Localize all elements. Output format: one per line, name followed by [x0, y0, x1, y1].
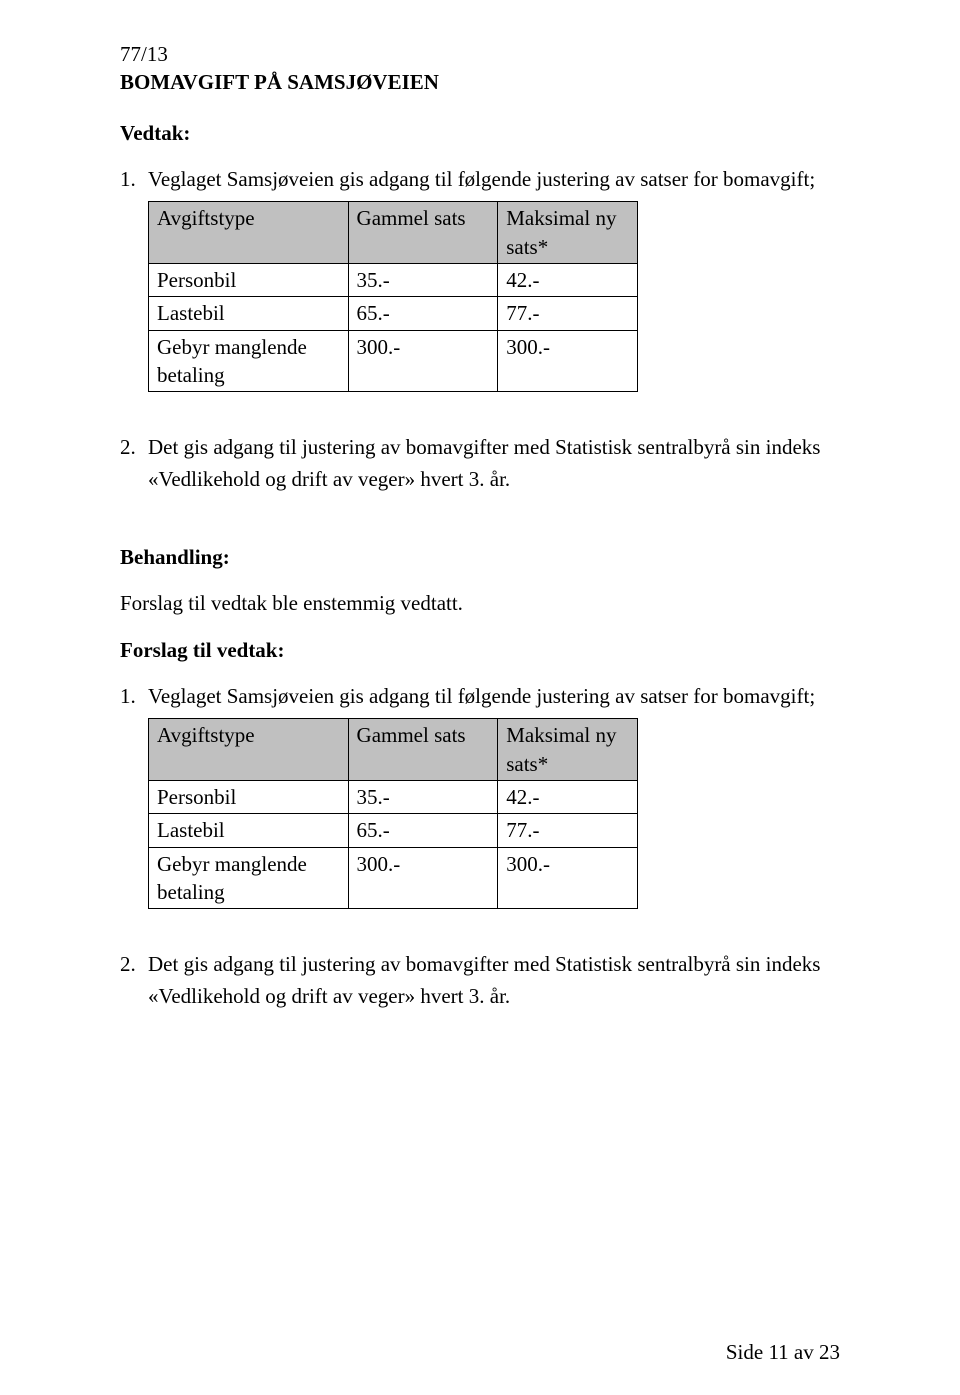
list-text: Det gis adgang til justering av bomavgif… — [148, 949, 840, 1012]
table-cell: Personbil — [149, 780, 349, 813]
cell-line: betaling — [157, 880, 225, 904]
table-cell: 300.- — [498, 330, 638, 392]
table-row: Lastebil 65.- 77.- — [149, 297, 638, 330]
list-text: Veglaget Samsjøveien gis adgang til følg… — [148, 681, 840, 713]
list-marker: 1. — [120, 164, 148, 196]
table-cell: 65.- — [348, 814, 498, 847]
cell-line: Gebyr manglende — [157, 335, 307, 359]
page-footer: Side 11 av 23 — [726, 1340, 840, 1365]
cell-line: Gebyr manglende — [157, 852, 307, 876]
list-text: Veglaget Samsjøveien gis adgang til følg… — [148, 164, 840, 196]
table-header-cell: Avgiftstype — [149, 719, 349, 781]
forslag-item-1: 1. Veglaget Samsjøveien gis adgang til f… — [120, 681, 840, 713]
list-marker: 2. — [120, 949, 148, 1012]
table-cell: 35.- — [348, 780, 498, 813]
table-cell: Personbil — [149, 263, 349, 296]
list-marker: 1. — [120, 681, 148, 713]
page: 77/13 BOMAVGIFT PÅ SAMSJØVEIEN Vedtak: 1… — [0, 0, 960, 1395]
table-cell: 77.- — [498, 814, 638, 847]
vedtak-item-1: 1. Veglaget Samsjøveien gis adgang til f… — [120, 164, 840, 196]
document-title: BOMAVGIFT PÅ SAMSJØVEIEN — [120, 68, 840, 96]
table-cell: 300.- — [498, 847, 638, 909]
cell-line: betaling — [157, 363, 225, 387]
list-text: Det gis adgang til justering av bomavgif… — [148, 432, 840, 495]
table-cell: 42.- — [498, 780, 638, 813]
behandling-heading: Behandling: — [120, 545, 840, 570]
table-cell: Gebyr manglende betaling — [149, 847, 349, 909]
vedtak-item-2: 2. Det gis adgang til justering av bomav… — [120, 432, 840, 495]
table-header-row: Avgiftstype Gammel sats Maksimal ny sats… — [149, 202, 638, 264]
table-cell: 77.- — [498, 297, 638, 330]
table-row: Gebyr manglende betaling 300.- 300.- — [149, 847, 638, 909]
behandling-text: Forslag til vedtak ble enstemmig vedtatt… — [120, 588, 840, 620]
table-header-cell: Gammel sats — [348, 202, 498, 264]
table-row: Lastebil 65.- 77.- — [149, 814, 638, 847]
cell-line: Maksimal ny — [506, 723, 616, 747]
table-cell: 42.- — [498, 263, 638, 296]
rates-table-forslag: Avgiftstype Gammel sats Maksimal ny sats… — [148, 718, 638, 909]
table-cell: 65.- — [348, 297, 498, 330]
forslag-item-2: 2. Det gis adgang til justering av bomav… — [120, 949, 840, 1012]
table-cell: 300.- — [348, 330, 498, 392]
table-cell: Gebyr manglende betaling — [149, 330, 349, 392]
cell-line: sats* — [506, 235, 548, 259]
vedtak-heading: Vedtak: — [120, 121, 840, 146]
table-row: Personbil 35.- 42.- — [149, 263, 638, 296]
table-header-cell: Gammel sats — [348, 719, 498, 781]
table-header-cell: Maksimal ny sats* — [498, 719, 638, 781]
table-row: Gebyr manglende betaling 300.- 300.- — [149, 330, 638, 392]
document-number: 77/13 — [120, 40, 840, 68]
forslag-heading: Forslag til vedtak: — [120, 638, 840, 663]
table-header-cell: Maksimal ny sats* — [498, 202, 638, 264]
rates-table-vedtak: Avgiftstype Gammel sats Maksimal ny sats… — [148, 201, 638, 392]
table-cell: Lastebil — [149, 297, 349, 330]
table-cell: Lastebil — [149, 814, 349, 847]
table-header-row: Avgiftstype Gammel sats Maksimal ny sats… — [149, 719, 638, 781]
list-marker: 2. — [120, 432, 148, 495]
cell-line: sats* — [506, 752, 548, 776]
table-cell: 300.- — [348, 847, 498, 909]
cell-line: Maksimal ny — [506, 206, 616, 230]
table-header-cell: Avgiftstype — [149, 202, 349, 264]
table-cell: 35.- — [348, 263, 498, 296]
table-row: Personbil 35.- 42.- — [149, 780, 638, 813]
